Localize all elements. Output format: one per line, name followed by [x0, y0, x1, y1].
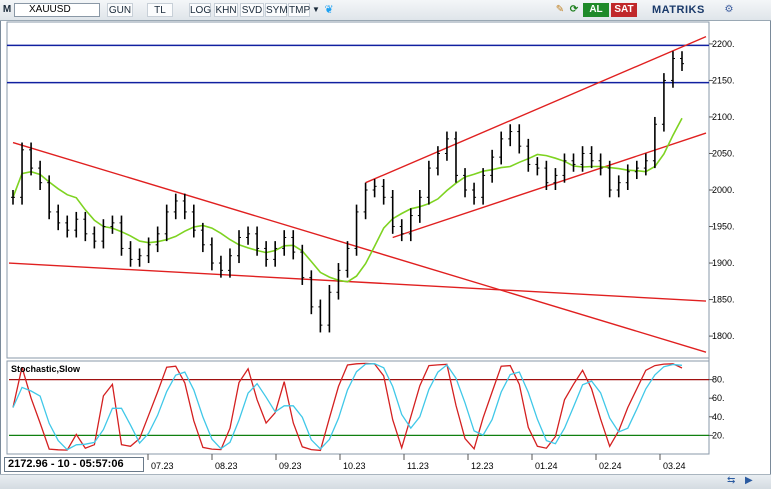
x-tick-label: 01.24 — [535, 461, 558, 471]
refresh-icon[interactable]: ⟳ — [569, 4, 579, 15]
x-tick-label: 10.23 — [343, 461, 366, 471]
toolbar: M XAUUSD GUN TL LOG KHN SVD SYM TMP ▼ ❦ … — [0, 0, 771, 21]
bottom-strip: ⇆ ▶ — [0, 474, 771, 489]
tmp-button[interactable]: TMP — [288, 3, 311, 17]
stochastic-title: Stochastic,Slow — [11, 364, 81, 374]
sat-button[interactable]: SAT — [611, 3, 637, 17]
stochastic-panel[interactable] — [6, 360, 710, 455]
menu-icon[interactable]: M — [2, 4, 12, 15]
x-tick-label: 07.23 — [151, 461, 174, 471]
y-tick-label: 1950. — [712, 222, 735, 232]
currency-button[interactable]: TL — [147, 3, 173, 17]
x-tick-label: 03.24 — [663, 461, 686, 471]
trend-line — [365, 35, 707, 184]
khn-button[interactable]: KHN — [214, 3, 238, 17]
stochastic-d-line — [12, 363, 683, 451]
scroll-right-icon[interactable]: ▶ — [745, 475, 753, 486]
al-button[interactable]: AL — [583, 3, 609, 17]
sym-button[interactable]: SYM — [265, 3, 288, 17]
y-tick-label: 2150. — [712, 75, 735, 85]
brand-logo: MATRIKS — [652, 4, 705, 16]
stoch-y-tick-label: 80. — [712, 375, 725, 385]
settings-icon[interactable]: ⚙ — [724, 4, 734, 15]
y-tick-label: 2200. — [712, 39, 735, 49]
trend-line — [392, 132, 707, 239]
trend-line — [12, 141, 707, 353]
x-tick-label: 12.23 — [471, 461, 494, 471]
x-tick-label: 08.23 — [215, 461, 238, 471]
y-tick-label: 1900. — [712, 258, 735, 268]
x-tick-label: 09.23 — [279, 461, 302, 471]
symbol-input[interactable]: XAUUSD — [14, 3, 100, 17]
svd-button[interactable]: SVD — [240, 3, 264, 17]
moving-average-line — [12, 117, 683, 283]
twitter-icon[interactable]: ❦ — [324, 4, 334, 16]
stoch-y-tick-label: 60. — [712, 393, 725, 403]
x-tick-label: 11.23 — [407, 461, 429, 471]
y-tick-label: 2050. — [712, 148, 735, 158]
stoch-y-tick-label: 20. — [712, 430, 725, 440]
y-tick-label: 1850. — [712, 295, 735, 305]
stoch-y-tick-label: 40. — [712, 412, 725, 422]
stochastic-k-line — [12, 362, 683, 452]
y-tick-label: 1800. — [712, 331, 735, 341]
period-button[interactable]: GUN — [107, 3, 133, 17]
trend-line — [8, 262, 707, 302]
dropdown-icon[interactable]: ▼ — [312, 5, 320, 14]
price-panel[interactable] — [6, 21, 710, 359]
y-tick-label: 2100. — [712, 112, 735, 122]
edit-icon[interactable]: ✎ — [555, 4, 565, 15]
price-readout: 2172.96 - 10 - 05:57:06 — [4, 457, 144, 472]
log-button[interactable]: LOG — [189, 3, 212, 17]
x-tick-label: 02.24 — [599, 461, 622, 471]
scroll-left-icon[interactable]: ⇆ — [727, 475, 736, 486]
symbol-value: XAUUSD — [29, 4, 71, 15]
y-tick-label: 2000. — [712, 185, 735, 195]
